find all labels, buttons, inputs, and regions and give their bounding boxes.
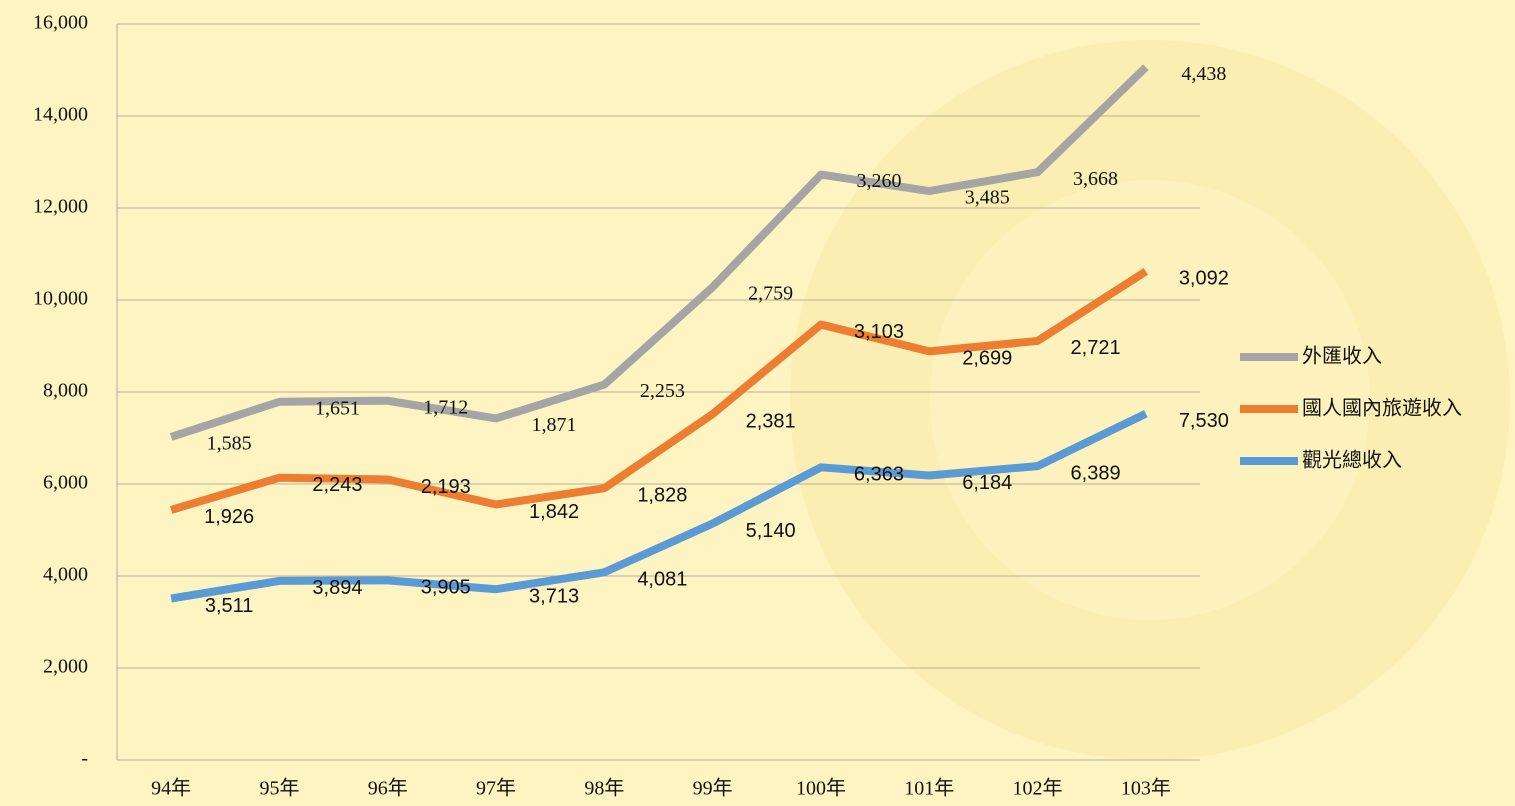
y-tick-label: 14,000	[33, 104, 88, 126]
data-label: 3,713	[529, 585, 579, 607]
data-label: 4,081	[637, 569, 687, 591]
x-tick-label: 103年	[1121, 777, 1171, 800]
y-tick-label: 2,000	[43, 656, 88, 678]
y-tick-label: 12,000	[33, 196, 88, 218]
data-label: 2,699	[962, 348, 1012, 370]
x-tick-label: 97年	[476, 777, 516, 800]
y-tick-label: 4,000	[43, 564, 88, 586]
x-tick-label: 99年	[693, 777, 733, 800]
data-label: 1,712	[423, 396, 468, 418]
x-tick-label: 96年	[368, 777, 408, 800]
data-label: 3,894	[312, 577, 362, 599]
data-label: 2,193	[421, 476, 471, 498]
x-tick-label: 101年	[904, 777, 954, 800]
data-label: 3,905	[421, 577, 471, 599]
data-label: 4,438	[1181, 63, 1226, 85]
data-label: 3,485	[965, 187, 1010, 209]
data-label: 1,871	[532, 414, 577, 436]
legend-label: 國人國內旅遊收入	[1302, 396, 1462, 419]
y-tick-label: 8,000	[43, 380, 88, 402]
x-tick-label: 98年	[584, 777, 624, 800]
legend-label: 觀光總收入	[1302, 448, 1402, 471]
data-label: 3,092	[1179, 268, 1229, 290]
data-label: 6,363	[854, 464, 904, 486]
data-label: 3,511	[205, 595, 254, 617]
y-tick-label: -	[81, 748, 88, 770]
data-label: 1,585	[207, 433, 252, 455]
data-label: 2,759	[748, 283, 793, 305]
y-tick-label: 16,000	[33, 12, 88, 34]
x-tick-label: 100年	[796, 777, 846, 800]
x-tick-label: 102年	[1013, 777, 1063, 800]
page: - 2,000 4,000 6,000 8,000 10,000 12,000 14,000 1…	[0, 0, 1515, 806]
data-label: 3,668	[1073, 168, 1118, 190]
x-tick-label: 95年	[259, 777, 299, 800]
data-label: 6,389	[1071, 462, 1121, 484]
data-label: 2,381	[746, 410, 796, 432]
x-tick-label: 94年	[151, 777, 191, 800]
data-label: 3,260	[856, 170, 901, 192]
chart: - 2,000 4,000 6,000 8,000 10,000 12,000 14,000 1…	[0, 0, 1515, 806]
data-label: 5,140	[746, 520, 796, 542]
data-label: 2,721	[1071, 337, 1121, 359]
data-label: 7,530	[1179, 410, 1229, 432]
data-label: 3,103	[854, 321, 904, 343]
y-tick-label: 10,000	[33, 288, 88, 310]
data-label: 6,184	[962, 472, 1012, 494]
data-label: 1,926	[204, 506, 254, 528]
data-label: 1,828	[637, 484, 687, 506]
data-label: 1,842	[529, 501, 579, 523]
legend-label: 外匯收入	[1302, 344, 1382, 367]
data-label: 1,651	[315, 397, 360, 419]
data-label: 2,253	[640, 380, 685, 402]
data-label: 2,243	[312, 474, 362, 496]
y-tick-label: 6,000	[43, 472, 88, 494]
